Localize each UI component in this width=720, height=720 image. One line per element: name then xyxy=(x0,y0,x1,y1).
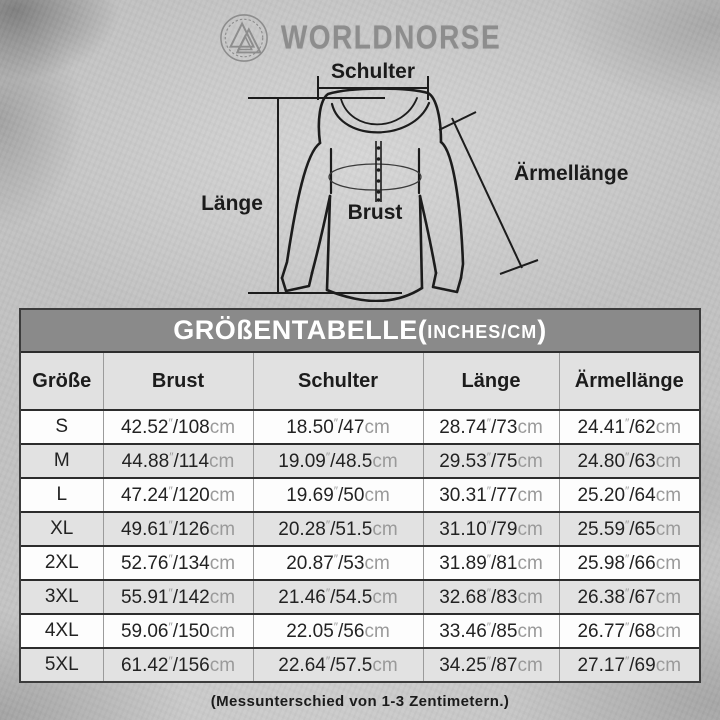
measurement-cell: 30.31″/77cm xyxy=(423,478,560,513)
size-label-cell: M xyxy=(21,444,104,479)
table-title-bar: GRÖßENTABELLE( INCHES/CM ) xyxy=(21,310,699,353)
size-row: 5XL 61.42″/156cm 22.64″/57.5cm 34.25″/87cm 2… xyxy=(21,648,699,681)
measurement-cell: 32.68″/83cm xyxy=(423,580,560,615)
measurement-cell: 33.46″/85cm xyxy=(423,614,560,649)
hoodie-outline xyxy=(280,87,465,302)
measurement-cell: 61.42″/156cm xyxy=(103,648,254,681)
size-row: 3XL 55.91″/142cm 21.46″/54.5cm 32.68″/83cm 2… xyxy=(21,580,699,615)
size-label-cell: 4XL xyxy=(21,614,104,649)
size-row: M 44.88″/114cm 19.09″/48.5cm 29.53″/75cm 24.… xyxy=(21,444,699,479)
size-row: XL 49.61″/126cm 20.28″/51.5cm 31.10″/79cm 25… xyxy=(21,512,699,547)
brand-logo: WORLDNORSE xyxy=(0,10,720,66)
size-table-body: S 42.52″/108cm 18.50″/47cm 28.74″/73cm 24.41… xyxy=(21,410,699,681)
measurement-disclaimer: (Messunterschied von 1-3 Zentimetern.) xyxy=(210,693,510,710)
measurement-cell: 42.52″/108cm xyxy=(103,410,254,445)
brust-label: Brust xyxy=(348,201,403,224)
measurement-cell: 47.24″/120cm xyxy=(103,478,254,513)
laenge-label: Länge xyxy=(201,192,263,215)
column-header: Größe xyxy=(21,353,104,411)
measurement-cell: 27.17″/69cm xyxy=(577,653,682,676)
size-label-cell: S xyxy=(21,410,104,445)
measurement-cell: 26.38″/67cm xyxy=(559,580,699,615)
schulter-label: Schulter xyxy=(331,60,415,83)
size-row: S 42.52″/108cm 18.50″/47cm 28.74″/73cm 24.41… xyxy=(21,410,699,445)
column-header: Schulter xyxy=(253,353,424,411)
measurement-cell: 52.76″/134cm xyxy=(103,546,254,581)
measurement-cell: 21.46″/54.5cm xyxy=(253,580,424,615)
measurement-cell: 49.61″/126cm xyxy=(103,512,254,547)
measurement-cell: 20.28″/51.5cm xyxy=(253,512,424,547)
measurement-cell: 25.20″/64cm xyxy=(559,478,699,513)
size-chart-table: GRÖßENTABELLE( INCHES/CM ) Größe Brust Sch… xyxy=(19,308,701,683)
measurement-cell: 26.77″/68cm xyxy=(559,614,699,649)
measurement-cell: 44.88″/114cm xyxy=(103,444,254,479)
measurement-cell: 24.41″/62cm xyxy=(559,410,699,445)
measurement-cell: 28.74″/73cm xyxy=(423,410,560,445)
size-label-cell: L xyxy=(21,478,104,513)
measurement-cell: 29.53″/75cm xyxy=(423,444,560,479)
aermellaenge-label: Ärmellänge xyxy=(514,162,628,185)
measurement-cell: 18.50″/47cm xyxy=(253,410,424,445)
table-title: GRÖßENTABELLE( xyxy=(173,315,428,345)
brand-wordmark: WORLDNORSE xyxy=(280,19,502,56)
placket xyxy=(375,141,382,202)
size-row: 4XL 59.06″/150cm 22.05″/56cm 33.46″/85cm 26.… xyxy=(21,614,699,649)
size-label-cell: 2XL xyxy=(21,546,104,581)
size-label-cell: XL xyxy=(21,512,104,547)
measurement-cell: 31.10″/79cm xyxy=(423,512,560,547)
size-row: 2XL 52.76″/134cm 20.87″/53cm 31.89″/81cm 25.… xyxy=(21,546,699,581)
garment-diagram: Schulter Länge Brust Ärmellänge xyxy=(201,60,628,302)
measurement-lines xyxy=(248,76,539,294)
measurement-cell: 20.87″/53cm xyxy=(253,546,424,581)
valknut-icon xyxy=(219,14,268,62)
table-header-row: Größe Brust Schulter Länge Ärmellänge xyxy=(21,353,699,411)
measurement-cell: 59.06″/150cm xyxy=(103,614,254,649)
size-label-cell: 3XL xyxy=(21,580,104,615)
column-header: Brust xyxy=(103,353,254,411)
measurement-cell: 19.69″/50cm xyxy=(253,478,424,513)
size-label-cell: 5XL xyxy=(21,648,104,681)
measurement-cell: 22.05″/56cm xyxy=(253,614,424,649)
size-row: L 47.24″/120cm 19.69″/50cm 30.31″/77cm 25.20… xyxy=(21,478,699,513)
chest-measure-ellipse xyxy=(328,163,422,191)
measurement-cell: 19.09″/48.5cm xyxy=(253,444,424,479)
measurement-cell: 34.25″/87cm xyxy=(423,648,560,681)
table-title-close-paren: ) xyxy=(537,315,547,345)
measurement-cell: 25.59″/65cm xyxy=(559,512,699,547)
measurement-cell: 24.80″/63cm xyxy=(559,444,699,479)
measurement-cell: 31.89″/81cm xyxy=(423,546,560,581)
column-header: Länge xyxy=(423,353,560,411)
size-table: Größe Brust Schulter Länge Ärmellänge S 42.52… xyxy=(21,353,699,681)
table-title-unit: INCHES/CM xyxy=(427,322,538,342)
measurement-cell: 22.64″/57.5cm xyxy=(253,648,424,681)
column-header: Ärmellänge xyxy=(559,353,699,411)
measurement-cell: 25.98″/66cm xyxy=(559,546,699,581)
measurement-cell: 55.91″/142cm xyxy=(103,580,254,615)
